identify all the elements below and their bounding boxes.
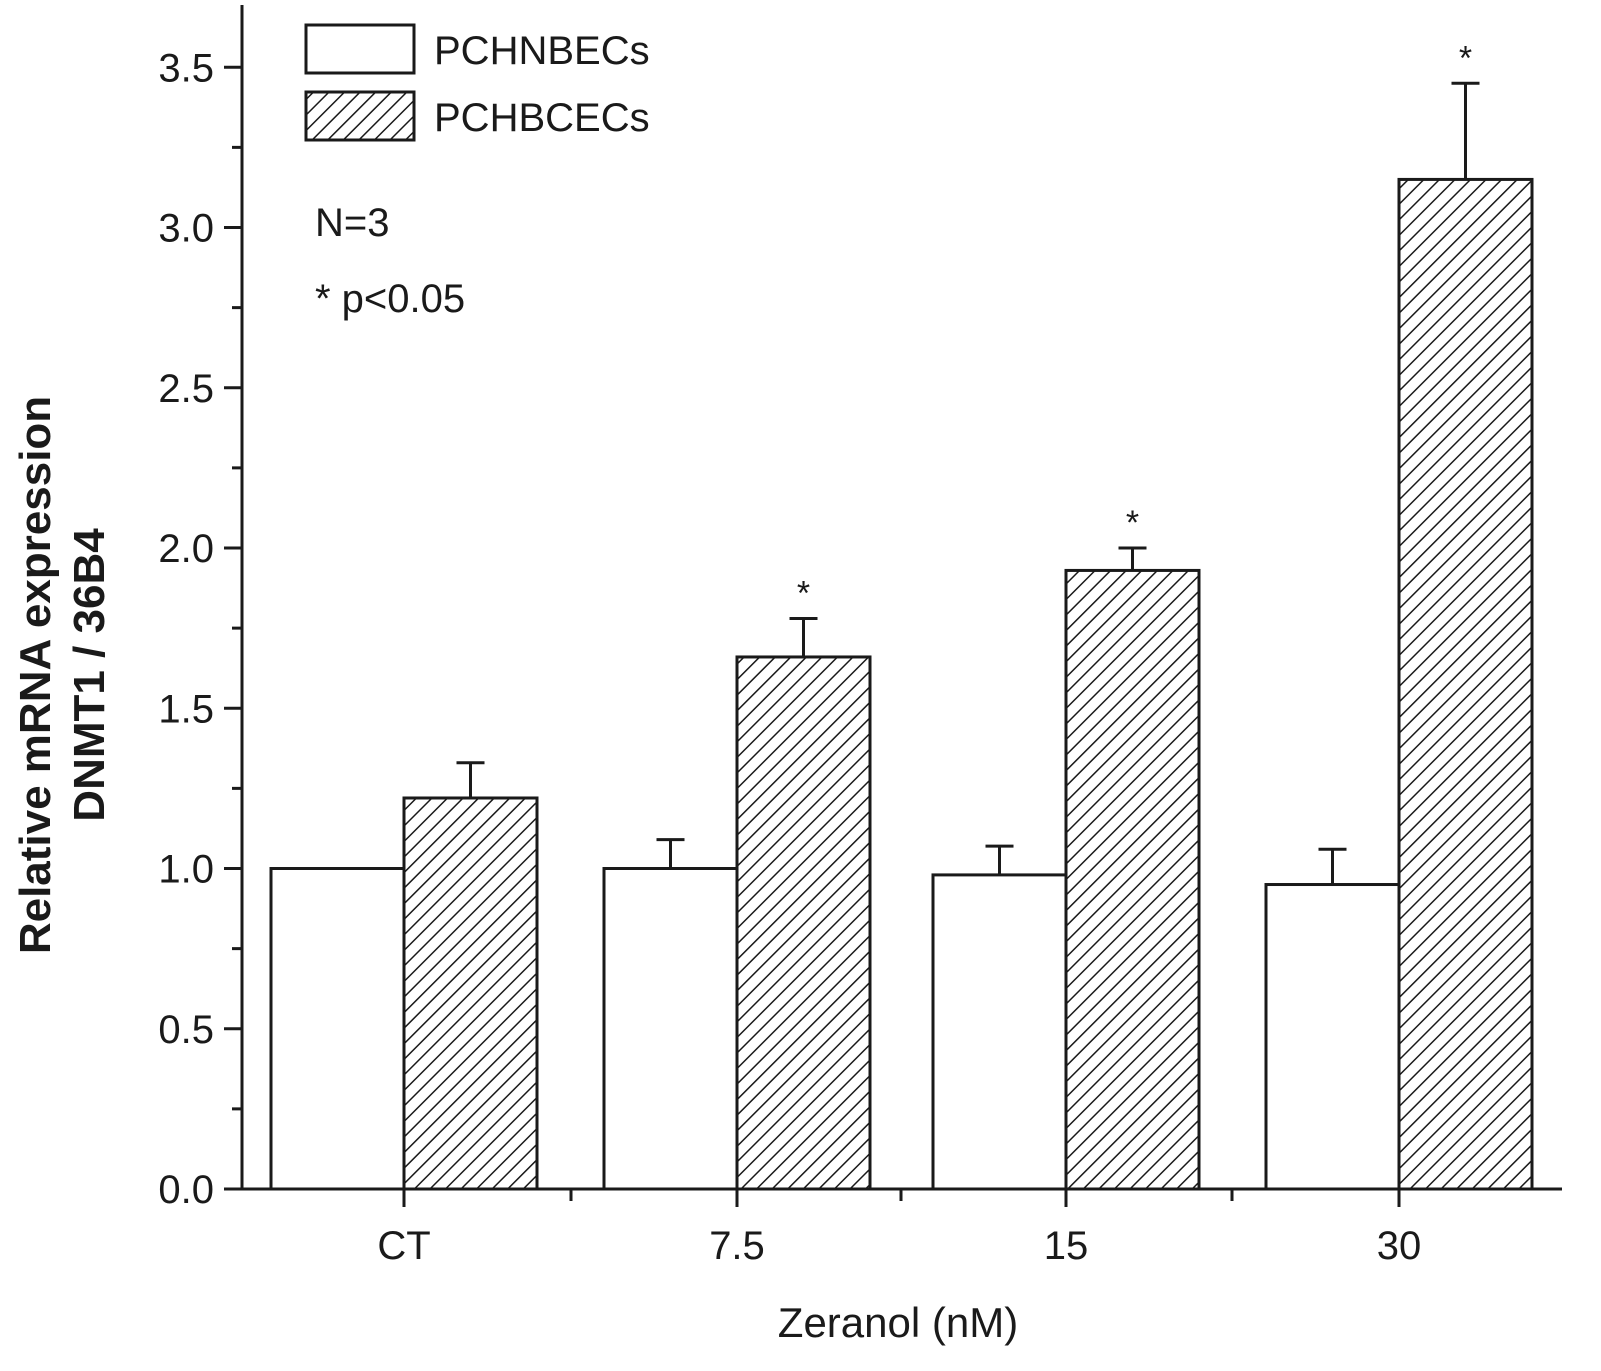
bar-pchbcecs-15 bbox=[1064, 568, 1201, 1191]
bar-pchbcecs-CT bbox=[402, 796, 539, 1191]
y-tick-label: 2.5 bbox=[158, 367, 214, 411]
y-tick-label: 1.5 bbox=[158, 687, 214, 731]
y-axis-title-line1: Relative mRNA expression bbox=[11, 396, 60, 954]
legend-swatch-pchnbecs bbox=[304, 23, 416, 75]
legend-label-pchbcecs: PCHBCECs bbox=[434, 96, 650, 140]
x-tick-label: 7.5 bbox=[709, 1224, 765, 1268]
bar-pchnbecs-CT bbox=[269, 867, 406, 1191]
significance-star-30: * bbox=[1459, 39, 1472, 77]
legend-label-pchnbecs: PCHNBECs bbox=[434, 29, 650, 73]
significance-star-15: * bbox=[1126, 504, 1139, 542]
y-axis-title: Relative mRNA expression DNMT1 / 36B4 bbox=[11, 396, 114, 954]
significance-star-7-5: * bbox=[797, 575, 810, 613]
x-tick-label: 30 bbox=[1377, 1224, 1422, 1268]
y-tick-label: 0.0 bbox=[158, 1168, 214, 1212]
significance-annotation: * p<0.05 bbox=[315, 277, 465, 321]
bar-pchnbecs-7-5 bbox=[602, 867, 739, 1191]
plot-area: * * * 0.0 0.5 1.0 1.5 2.0 2.5 3.0 3.5 CT 7.5 15 30 bbox=[158, 5, 1562, 1268]
legend: PCHNBECs PCHBCECs bbox=[304, 23, 650, 142]
y-axis-title-line2: DNMT1 / 36B4 bbox=[65, 528, 114, 822]
y-tick-label: 3.0 bbox=[158, 207, 214, 251]
y-tick-label: 2.0 bbox=[158, 527, 214, 571]
sample-size-annotation: N=3 bbox=[315, 201, 390, 245]
y-tick-label: 1.0 bbox=[158, 848, 214, 892]
y-tick-label: 0.5 bbox=[158, 1008, 214, 1052]
bar-pchbcecs-30 bbox=[1397, 177, 1534, 1191]
bar-pchbcecs-7-5 bbox=[735, 655, 872, 1191]
x-tick-label: 15 bbox=[1044, 1224, 1089, 1268]
legend-swatch-pchbcecs bbox=[304, 90, 416, 142]
x-tick-label: CT bbox=[377, 1224, 430, 1268]
bar-pchnbecs-30 bbox=[1264, 883, 1401, 1191]
bar-pchnbecs-15 bbox=[931, 873, 1068, 1191]
x-axis-title: Zeranol (nM) bbox=[778, 1299, 1018, 1346]
y-tick-label: 3.5 bbox=[158, 46, 214, 90]
